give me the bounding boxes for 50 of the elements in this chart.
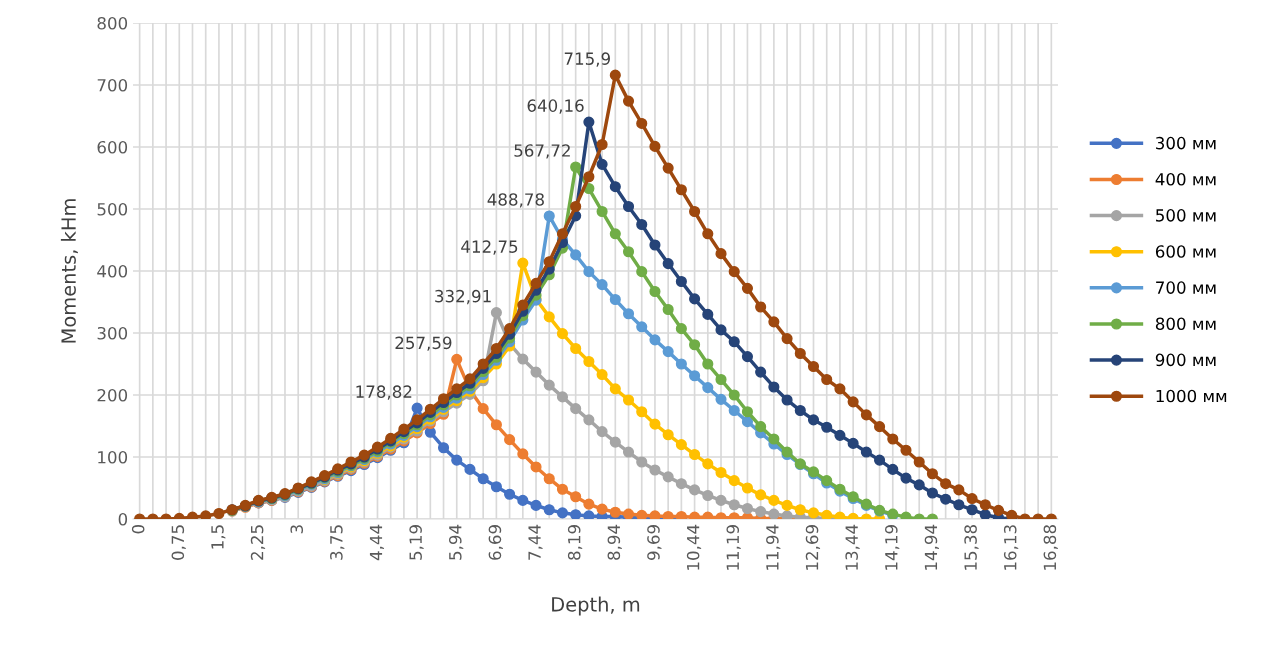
x-tick-label: 7,44 bbox=[528, 524, 543, 560]
legend-label: 400 мм bbox=[1155, 172, 1216, 186]
legend-label: 700 мм bbox=[1156, 281, 1216, 294]
y-tick-label: 100 bbox=[98, 450, 128, 464]
x-tick-label: 0,75 bbox=[171, 525, 186, 560]
y-tick-label: 400 bbox=[97, 264, 128, 278]
x-tick-label: 14,19 bbox=[885, 525, 900, 570]
x-tick-label: 15,38 bbox=[964, 525, 979, 570]
x-tick-label: 5,94 bbox=[448, 524, 464, 560]
legend-label: 600 мм bbox=[1155, 245, 1216, 258]
data-label: 567,72 bbox=[514, 144, 570, 159]
x-tick-label: 11,19 bbox=[726, 525, 741, 570]
x-tick-label: 1,5 bbox=[211, 525, 226, 549]
legend-label: 800 мм bbox=[1155, 317, 1216, 331]
x-tick-label: 3,75 bbox=[330, 525, 345, 560]
x-axis-title: Depth, m bbox=[552, 596, 640, 616]
x-tick-label: 10,44 bbox=[686, 524, 702, 570]
x-tick-label: 2,25 bbox=[250, 525, 266, 560]
legend-label: 1000 мм bbox=[1156, 389, 1227, 403]
x-tick-label: 12,69 bbox=[805, 525, 821, 570]
x-tick-label: 11,94 bbox=[766, 524, 781, 570]
x-tick-label: 5,19 bbox=[409, 525, 424, 560]
y-axis-title: Moments, kHm bbox=[60, 199, 78, 343]
y-tick-label: 700 bbox=[97, 78, 128, 92]
x-tick-label: 4,44 bbox=[369, 524, 385, 561]
data-label: 488,78 bbox=[487, 193, 544, 208]
y-tick-label: 500 bbox=[97, 202, 128, 216]
x-tick-label: 3 bbox=[290, 525, 304, 534]
legend-label: 300 мм bbox=[1156, 136, 1216, 150]
y-tick-label: 600 bbox=[97, 140, 128, 154]
x-tick-label: 13,44 bbox=[845, 524, 860, 570]
data-label: 715,9 bbox=[564, 52, 610, 67]
data-label: 412,75 bbox=[461, 240, 518, 255]
legend-label: 900 мм bbox=[1155, 353, 1216, 367]
data-label: 178,82 bbox=[356, 385, 412, 400]
x-tick-label: 8,19 bbox=[567, 525, 583, 560]
x-tick-label: 16,88 bbox=[1043, 525, 1058, 570]
y-tick-label: 800 bbox=[97, 16, 128, 30]
x-tick-label: 0 bbox=[131, 525, 145, 534]
x-tick-label: 8,94 bbox=[607, 524, 622, 560]
data-label: 332,91 bbox=[435, 289, 491, 305]
legend-label: 500 мм bbox=[1156, 209, 1216, 222]
x-tick-label: 9,69 bbox=[647, 525, 662, 560]
x-tick-label: 16,13 bbox=[1003, 525, 1019, 570]
y-tick-label: 300 bbox=[97, 326, 128, 340]
x-tick-label: 14,94 bbox=[924, 524, 939, 570]
x-tick-label: 6,69 bbox=[488, 525, 503, 560]
data-label: 257,59 bbox=[395, 336, 452, 351]
data-label: 640,16 bbox=[527, 99, 584, 114]
y-tick-label: 200 bbox=[97, 388, 128, 402]
